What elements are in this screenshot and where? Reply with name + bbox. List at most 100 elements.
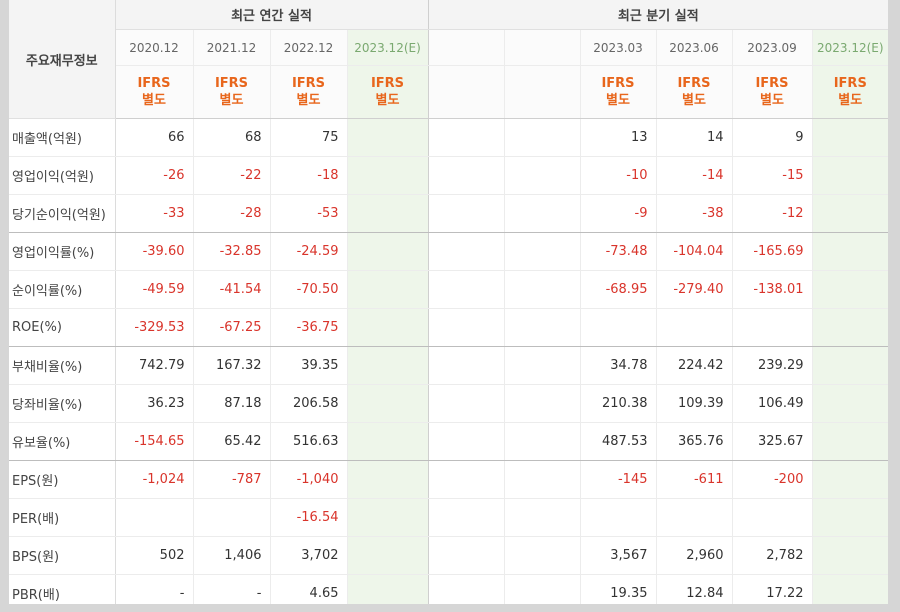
ifrs-basis: 별도 — [838, 93, 863, 108]
quarterly-value: 17.22 — [731, 574, 812, 604]
ifrs-label: IFRS 별도 — [346, 65, 428, 119]
ifrs-gap — [503, 65, 580, 119]
quarterly-value: 12.84 — [655, 574, 732, 604]
annual-value — [192, 498, 270, 537]
annual-value — [346, 346, 428, 385]
table-row: 유보율(%) -154.65 65.42 516.63 487.53 365.76 325.… — [9, 422, 888, 461]
quarterly-value — [811, 232, 888, 271]
row-label: 영업이익(억원) — [9, 156, 116, 195]
quarterly-value — [731, 498, 812, 537]
annual-value — [346, 536, 428, 575]
quarterly-value — [811, 270, 888, 309]
table-row: ROE(%) -329.53 -67.25 -36.75 — [9, 308, 888, 347]
period-header: 2020.12 — [114, 29, 193, 66]
annual-value: -39.60 — [114, 232, 193, 271]
quarterly-value — [655, 308, 732, 347]
ifrs-standard: IFRS — [601, 76, 635, 91]
period-gap — [427, 29, 504, 66]
quarterly-value — [811, 308, 888, 347]
quarterly-value: 14 — [655, 118, 732, 157]
financial-table: 주요재무정보 최근 연간 실적 최근 분기 실적 2020.12 2021.12 2… — [9, 0, 888, 604]
ifrs-basis: 별도 — [606, 93, 630, 108]
quarterly-value — [811, 536, 888, 575]
row-label: EPS(원) — [9, 460, 116, 499]
row-label: 영업이익률(%) — [9, 232, 116, 271]
quarterly-value: 3,567 — [579, 536, 656, 575]
gap-cell — [503, 536, 580, 575]
annual-value: 3,702 — [269, 536, 347, 575]
ifrs-header-row: IFRS 별도 IFRS 별도 IFRS 별도 IFRS 별도 IFRS 별도 IFRS 별도 IFRS… — [9, 65, 888, 119]
annual-value: -787 — [192, 460, 270, 499]
row-label: BPS(원) — [9, 536, 116, 575]
table-row: 순이익률(%) -49.59 -41.54 -70.50 -68.95 -279.40 -1… — [9, 270, 888, 309]
table-row: PER(배) -16.54 — [9, 498, 888, 537]
annual-value: 742.79 — [114, 346, 193, 385]
ifrs-label: IFRS 별도 — [269, 65, 347, 119]
quarterly-value: -12 — [731, 194, 812, 233]
table-body: 매출액(억원) 66 68 75 13 14 9 영업이익(억원) -26 -22 -18 -10 -1… — [9, 118, 888, 604]
quarterly-value — [579, 498, 656, 537]
estimate-tag: (E) — [866, 40, 884, 55]
group-quarterly-title: 최근 분기 실적 — [427, 0, 888, 30]
quarterly-value: -14 — [655, 156, 732, 195]
quarterly-value — [811, 118, 888, 157]
period-gap — [503, 29, 580, 66]
annual-value: 36.23 — [114, 384, 193, 423]
period-header: 2023.09 — [731, 29, 812, 66]
ifrs-standard: IFRS — [370, 76, 405, 91]
annual-value — [346, 118, 428, 157]
gap-cell — [503, 270, 580, 309]
table-row: 영업이익률(%) -39.60 -32.85 -24.59 -73.48 -104.04-… — [9, 232, 888, 271]
annual-value — [346, 156, 428, 195]
annual-value — [114, 498, 193, 537]
ifrs-label: IFRS 별도 — [114, 65, 193, 119]
gap-cell — [503, 156, 580, 195]
annual-value: -67.25 — [192, 308, 270, 347]
quarterly-value — [811, 422, 888, 461]
quarterly-value: -104.04 — [655, 232, 732, 271]
annual-value: -24.59 — [269, 232, 347, 271]
quarterly-value: 19.35 — [579, 574, 656, 604]
annual-value: -154.65 — [114, 422, 193, 461]
annual-value — [346, 308, 428, 347]
quarterly-value: 365.76 — [655, 422, 732, 461]
quarterly-value: -15 — [731, 156, 812, 195]
row-label: 순이익률(%) — [9, 270, 116, 309]
period-header: 2022.12 — [269, 29, 347, 66]
quarterly-value: 239.29 — [731, 346, 812, 385]
row-label: PER(배) — [9, 498, 116, 537]
quarterly-value: 210.38 — [579, 384, 656, 423]
gap-cell — [427, 308, 504, 347]
period-header: 2023.03 — [579, 29, 656, 66]
period-label: 2023.12 — [354, 40, 404, 55]
quarterly-value — [811, 460, 888, 499]
row-label: 부채비율(%) — [9, 346, 116, 385]
gap-cell — [503, 460, 580, 499]
quarterly-value: -165.69 — [731, 232, 812, 271]
quarterly-value: -200 — [731, 460, 812, 499]
ifrs-standard: IFRS — [137, 76, 171, 91]
row-label: 당좌비율(%) — [9, 384, 116, 423]
gap-cell — [503, 194, 580, 233]
gap-cell — [503, 384, 580, 423]
ifrs-label: IFRS 별도 — [811, 65, 888, 119]
quarterly-value: -9 — [579, 194, 656, 233]
group-annual-title: 최근 연간 실적 — [115, 0, 428, 30]
annual-value: -1,024 — [114, 460, 193, 499]
quarterly-value — [579, 308, 656, 347]
annual-value — [346, 194, 428, 233]
ifrs-basis: 별도 — [142, 93, 166, 108]
quarterly-value: 487.53 — [579, 422, 656, 461]
gap-cell — [427, 156, 504, 195]
quarterly-value — [811, 574, 888, 604]
annual-value: -1,040 — [269, 460, 347, 499]
ifrs-standard: IFRS — [214, 76, 249, 91]
period-header: 2021.12 — [192, 29, 270, 66]
quarterly-value: -68.95 — [579, 270, 656, 309]
gap-cell — [427, 498, 504, 537]
annual-value: 39.35 — [269, 346, 347, 385]
quarterly-value: 2,960 — [655, 536, 732, 575]
annual-value — [346, 460, 428, 499]
gap-cell — [427, 422, 504, 461]
annual-value: 65.42 — [192, 422, 270, 461]
